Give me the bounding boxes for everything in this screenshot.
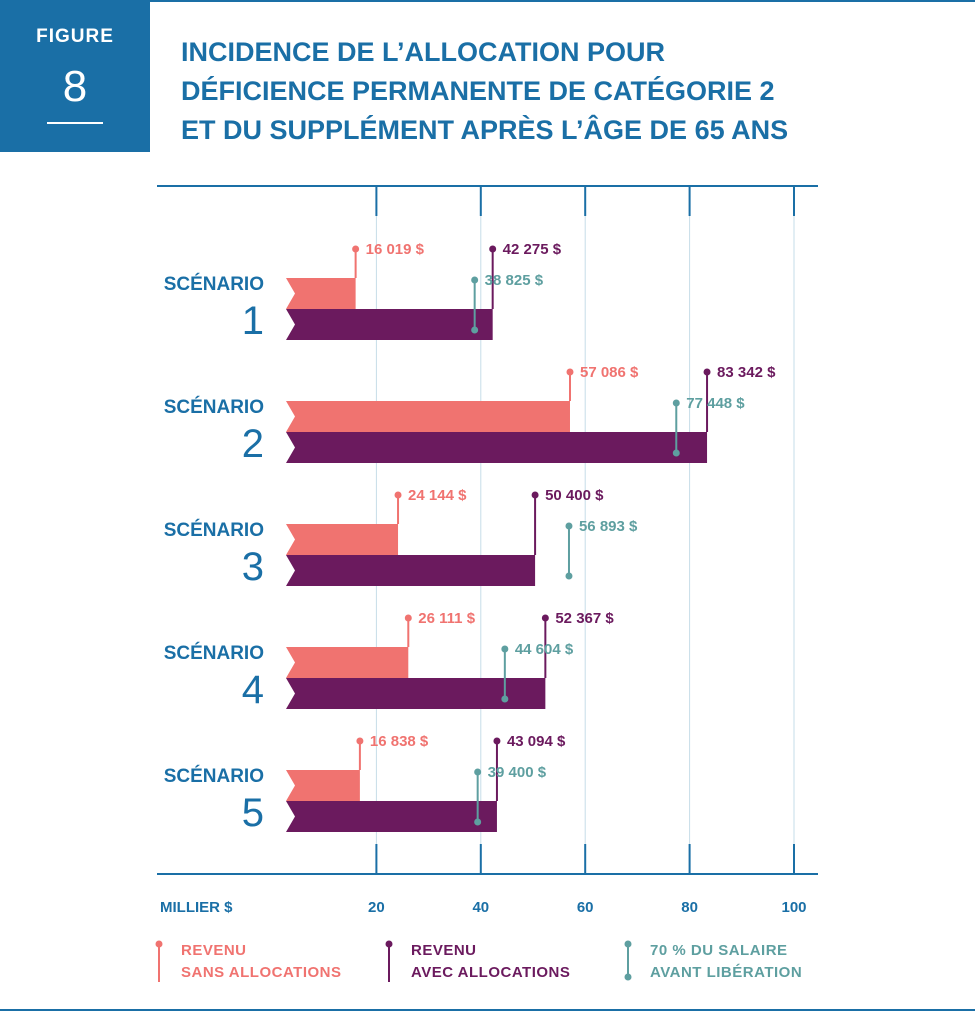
scenario-label-2: SCÉNARIO	[164, 396, 264, 418]
bar-avec-5	[286, 801, 497, 832]
title-line-2: DÉFICIENCE PERMANENTE DE CATÉGORIE 2	[181, 76, 775, 106]
bar-avec-4	[286, 678, 546, 709]
x-tick-label-1: 20	[368, 899, 385, 916]
pin-salaire-bottom-3	[565, 572, 573, 580]
legend-sans-line-2: SANS ALLOCATIONS	[181, 964, 342, 981]
bar-sans-4	[286, 647, 409, 678]
label-salaire-3: 56 893 $	[579, 518, 638, 535]
label-avec-1: 42 275 $	[503, 241, 562, 258]
scenario-label-1: SCÉNARIO	[164, 273, 264, 295]
pin-salaire-top-3	[565, 522, 573, 530]
legend-avec-line-2: AVEC ALLOCATIONS	[411, 964, 571, 981]
label-avec-2: 83 342 $	[717, 364, 776, 381]
pin-avec-head-2	[703, 368, 711, 376]
figure-number: 8	[62, 62, 88, 111]
label-salaire-4: 44 604 $	[515, 641, 574, 658]
scenario-number-3: 3	[242, 545, 264, 589]
pin-avec-head-5	[493, 737, 501, 745]
label-avec-4: 52 367 $	[555, 610, 614, 627]
pin-salaire-top-5	[474, 768, 482, 776]
legend-avec-line-1: REVENU	[411, 942, 477, 959]
label-sans-4: 26 111 $	[418, 610, 475, 627]
label-avec-5: 43 094 $	[507, 733, 566, 750]
pin-avec-head-4	[541, 614, 549, 622]
x-tick-label-2: 40	[472, 899, 489, 916]
bar-sans-3	[286, 524, 399, 555]
bottom-rule	[0, 1009, 975, 1011]
label-sans-1: 16 019 $	[366, 241, 425, 258]
legend-pin-salaire-icon	[624, 940, 632, 981]
pin-sans-head-2	[566, 368, 574, 376]
pin-salaire-top-4	[501, 645, 509, 653]
legend-salaire-line-2: AVANT LIBÉRATION	[650, 964, 803, 981]
x-tick-label-4: 80	[681, 899, 698, 916]
label-salaire-5: 39 400 $	[488, 764, 547, 781]
scenario-number-5: 5	[242, 791, 264, 835]
scenario-number-2: 2	[242, 422, 264, 466]
label-avec-3: 50 400 $	[545, 487, 604, 504]
figure-label: FIGURE	[36, 26, 114, 47]
bar-sans-2	[286, 401, 570, 432]
legend-text-avec: REVENU AVEC ALLOCATIONS	[411, 940, 570, 984]
scenario-label-4: SCÉNARIO	[164, 642, 264, 664]
pin-avec-head-1	[489, 245, 497, 253]
scenario-number-1: 1	[242, 299, 264, 343]
pin-salaire-top-2	[672, 399, 680, 407]
pin-salaire-bottom-4	[501, 695, 509, 703]
x-unit-label: MILLIER $	[160, 899, 233, 916]
legend-pin-avec-icon	[385, 940, 393, 982]
legend-pin-sans-icon	[155, 940, 163, 982]
legend-text-salaire: 70 % DU SALAIRE AVANT LIBÉRATION	[650, 940, 802, 984]
scenario-label-3: SCÉNARIO	[164, 519, 264, 541]
title-line-3: ET DU SUPPLÉMENT APRÈS L’ÂGE DE 65 ANS	[181, 115, 789, 145]
bar-avec-3	[286, 555, 536, 586]
bar-avec-1	[286, 309, 493, 340]
pin-avec-head-3	[531, 491, 539, 499]
figure-badge: FIGURE 8	[0, 0, 150, 152]
pin-sans-head-5	[356, 737, 364, 745]
title-line-1: INCIDENCE DE L’ALLOCATION POUR	[181, 37, 666, 67]
scenario-number-4: 4	[242, 668, 264, 712]
label-sans-5: 16 838 $	[370, 733, 429, 750]
pin-salaire-bottom-1	[471, 326, 479, 334]
pin-salaire-bottom-2	[672, 449, 680, 457]
scenario-label-5: SCÉNARIO	[164, 765, 264, 787]
label-salaire-1: 38 825 $	[485, 272, 544, 289]
pin-sans-head-3	[394, 491, 402, 499]
pin-sans-head-1	[352, 245, 360, 253]
legend-text-sans: REVENU SANS ALLOCATIONS	[181, 940, 342, 984]
x-tick-label-3: 60	[577, 899, 594, 916]
figure-underline	[47, 122, 103, 124]
x-tick-label-5: 100	[781, 899, 806, 916]
bar-sans-1	[286, 278, 356, 309]
label-salaire-2: 77 448 $	[686, 395, 745, 412]
label-sans-3: 24 144 $	[408, 487, 467, 504]
bar-sans-5	[286, 770, 360, 801]
chart-title: INCIDENCE DE L’ALLOCATION POUR DÉFICIENC…	[181, 33, 941, 150]
bar-avec-2	[286, 432, 708, 463]
pin-sans-head-4	[404, 614, 412, 622]
legend-sans-line-1: REVENU	[181, 942, 247, 959]
legend-salaire-line-1: 70 % DU SALAIRE	[650, 942, 788, 959]
top-rule	[0, 0, 975, 2]
label-sans-2: 57 086 $	[580, 364, 639, 381]
pin-salaire-bottom-5	[474, 818, 482, 826]
pin-salaire-top-1	[471, 276, 479, 284]
